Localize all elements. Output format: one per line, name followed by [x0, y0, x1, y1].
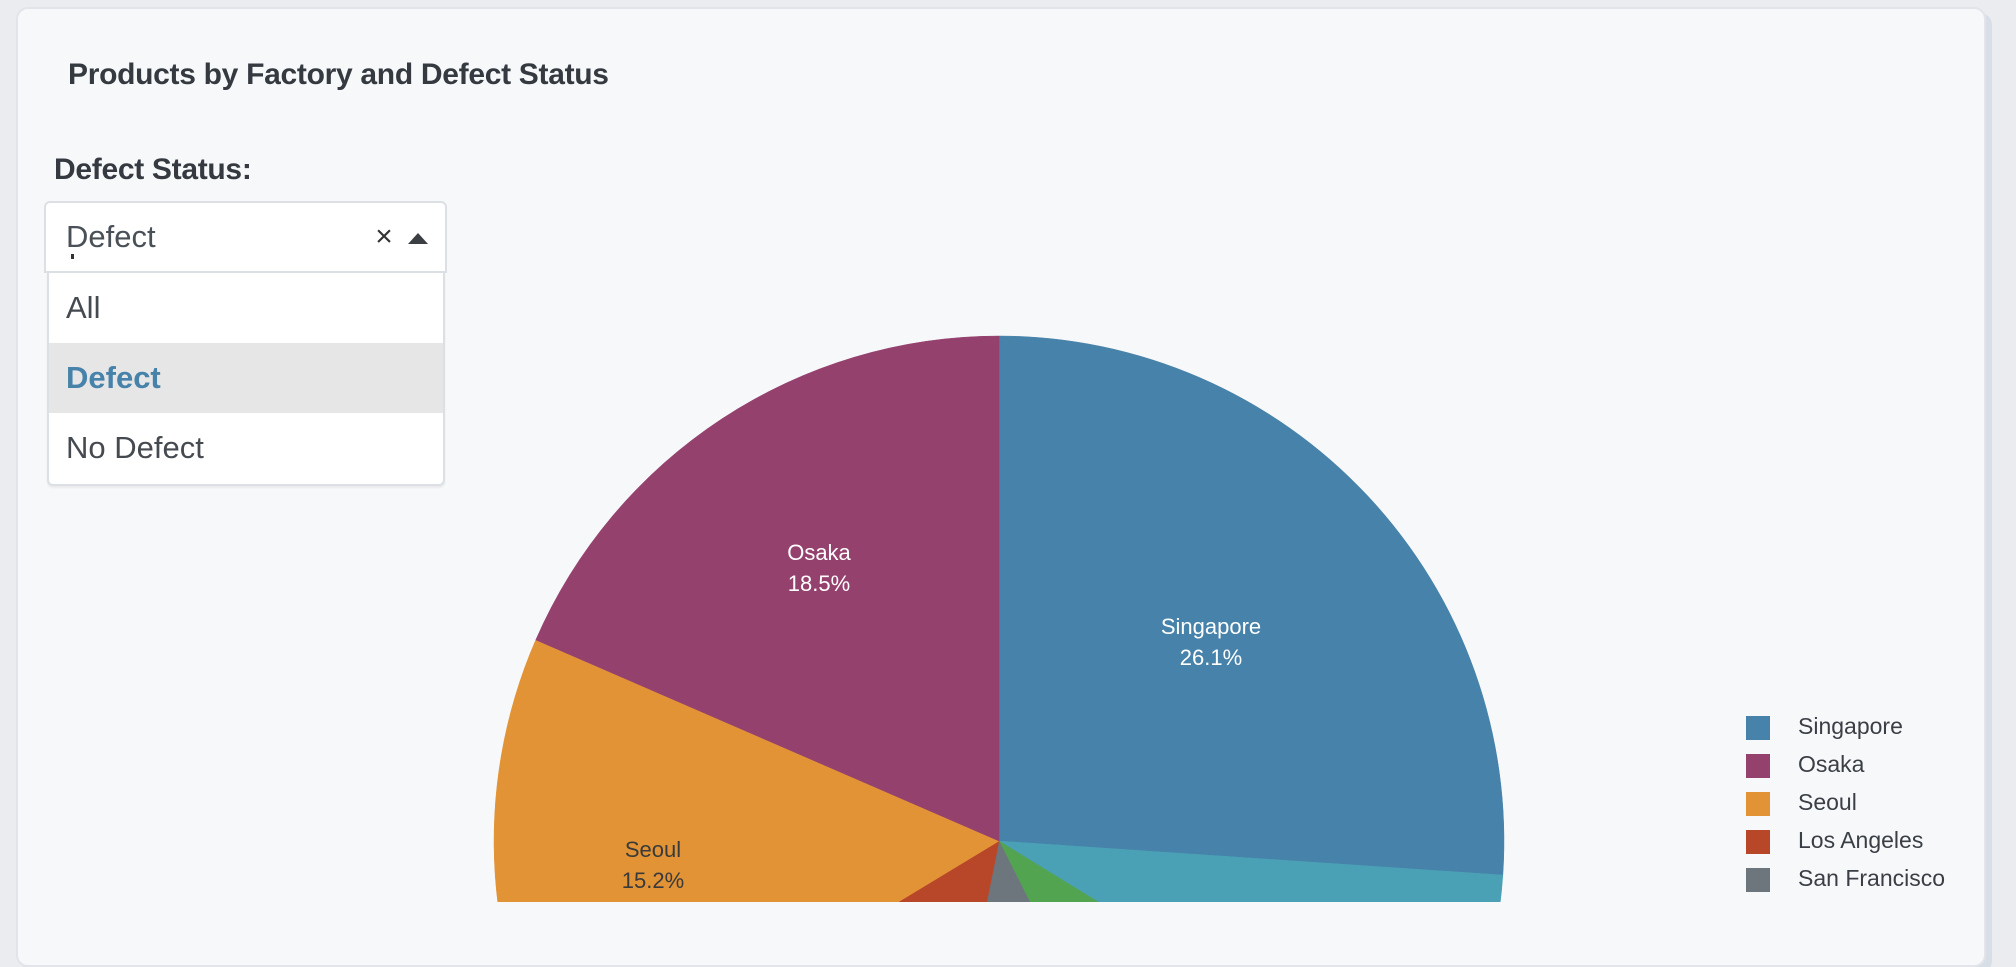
pie-slice-seoul[interactable] [493, 639, 1000, 902]
legend-label: Los Angeles [1798, 827, 1924, 853]
pie-svg [493, 335, 1505, 902]
legend-swatch [1746, 830, 1770, 854]
defect-status-menu: All Defect No Defect [47, 273, 445, 486]
legend-swatch [1746, 754, 1770, 778]
text-cursor [71, 254, 74, 259]
option-defect[interactable]: Defect [49, 343, 443, 413]
legend-swatch [1746, 868, 1770, 892]
legend-label: Seoul [1798, 789, 1857, 815]
legend-swatch [1746, 792, 1770, 816]
pie-slice-singapore[interactable] [998, 335, 1505, 876]
pie-slice-los-angeles[interactable] [567, 840, 1000, 902]
defect-status-select[interactable]: Defect × [44, 201, 447, 273]
legend-label: Singapore [1798, 713, 1903, 739]
caret-up-icon[interactable] [408, 233, 428, 244]
defect-status-label: Defect Status: [54, 153, 252, 186]
pie-slice-osaka[interactable] [535, 335, 1000, 842]
pie-slice-san-francisco[interactable] [900, 840, 1227, 902]
option-no-defect[interactable]: No Defect [66, 430, 204, 465]
pie-slice-unlabeled-green[interactable] [998, 840, 1429, 902]
selected-value: Defect [66, 219, 156, 254]
option-all[interactable]: All [66, 290, 101, 325]
legend-label: Osaka [1798, 751, 1865, 777]
legend-label: San Francisco [1798, 865, 1946, 891]
legend-swatch [1746, 716, 1770, 740]
chart-title: Products by Factory and Defect Status [68, 58, 609, 91]
pie-slice-unlabeled-teal[interactable] [998, 840, 1504, 902]
close-icon[interactable]: × [375, 220, 393, 253]
